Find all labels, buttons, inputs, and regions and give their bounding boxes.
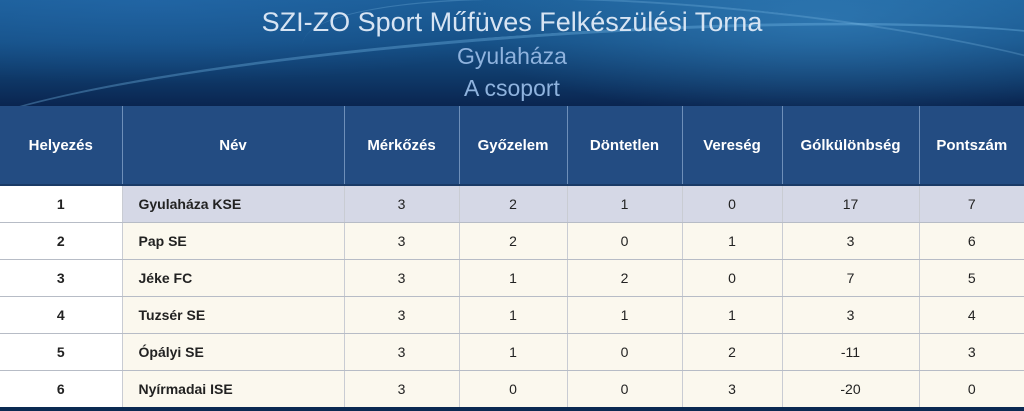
venue-subtitle: Gyulaháza (457, 43, 567, 69)
drawn-cell: 1 (567, 185, 683, 223)
played-cell: 3 (344, 185, 460, 223)
goal-diff-cell: -11 (782, 333, 920, 371)
played-cell: 3 (344, 333, 460, 371)
team-name-cell: Pap SE (122, 222, 345, 260)
goal-diff-cell: 7 (782, 259, 920, 297)
team-name-cell: Nyírmadai ISE (122, 370, 345, 407)
header-banner: SZI-ZO Sport Műfüves Felkészülési Torna … (0, 0, 1024, 106)
drawn-cell: 0 (567, 333, 683, 371)
goal-diff-cell: 17 (782, 185, 920, 223)
rank-cell: 3 (0, 259, 123, 297)
played-cell: 3 (344, 296, 460, 334)
lost-cell: 1 (682, 222, 783, 260)
table-row: 2 Pap SE 3 2 0 1 3 6 (0, 222, 1024, 260)
played-cell: 3 (344, 259, 460, 297)
lost-cell: 2 (682, 333, 783, 371)
won-cell: 1 (459, 259, 568, 297)
won-cell: 1 (459, 333, 568, 371)
rank-cell: 6 (0, 370, 123, 407)
group-title: A csoport (464, 75, 560, 101)
points-cell: 5 (919, 259, 1024, 297)
drawn-cell: 1 (567, 296, 683, 334)
rank-cell: 2 (0, 222, 123, 260)
column-header-name: Név (122, 106, 345, 186)
drawn-cell: 0 (567, 370, 683, 407)
table-row: 3 Jéke FC 3 1 2 0 7 5 (0, 259, 1024, 297)
standings-table: Helyezés Név Mérkőzés Győzelem Döntetlen… (0, 106, 1024, 407)
column-header-played: Mérkőzés (344, 106, 460, 186)
page-title: SZI-ZO Sport Műfüves Felkészülési Torna (261, 7, 763, 37)
table-header-row: Helyezés Név Mérkőzés Győzelem Döntetlen… (0, 106, 1024, 186)
team-name-cell: Gyulaháza KSE (122, 185, 345, 223)
goal-diff-cell: -20 (782, 370, 920, 407)
team-name-cell: Tuzsér SE (122, 296, 345, 334)
column-header-lost: Vereség (682, 106, 783, 186)
points-cell: 4 (919, 296, 1024, 334)
team-name-cell: Jéke FC (122, 259, 345, 297)
column-header-rank: Helyezés (0, 106, 123, 186)
table-row: 4 Tuzsér SE 3 1 1 1 3 4 (0, 296, 1024, 334)
table-row: 6 Nyírmadai ISE 3 0 0 3 -20 0 (0, 370, 1024, 407)
rank-cell: 5 (0, 333, 123, 371)
rank-cell: 1 (0, 185, 123, 223)
rank-cell: 4 (0, 296, 123, 334)
won-cell: 1 (459, 296, 568, 334)
points-cell: 0 (919, 370, 1024, 407)
goal-diff-cell: 3 (782, 222, 920, 260)
drawn-cell: 0 (567, 222, 683, 260)
column-header-drawn: Döntetlen (567, 106, 683, 186)
column-header-points: Pontszám (919, 106, 1024, 186)
won-cell: 2 (459, 222, 568, 260)
lost-cell: 3 (682, 370, 783, 407)
drawn-cell: 2 (567, 259, 683, 297)
won-cell: 2 (459, 185, 568, 223)
points-cell: 6 (919, 222, 1024, 260)
team-name-cell: Ópályi SE (122, 333, 345, 371)
table-row: 1 Gyulaháza KSE 3 2 1 0 17 7 (0, 185, 1024, 223)
lost-cell: 0 (682, 185, 783, 223)
lost-cell: 1 (682, 296, 783, 334)
played-cell: 3 (344, 370, 460, 407)
lost-cell: 0 (682, 259, 783, 297)
column-header-goal-diff: Gólkülönbség (782, 106, 920, 186)
points-cell: 7 (919, 185, 1024, 223)
points-cell: 3 (919, 333, 1024, 371)
played-cell: 3 (344, 222, 460, 260)
won-cell: 0 (459, 370, 568, 407)
table-row: 5 Ópályi SE 3 1 0 2 -11 3 (0, 333, 1024, 371)
column-header-won: Győzelem (459, 106, 568, 186)
goal-diff-cell: 3 (782, 296, 920, 334)
